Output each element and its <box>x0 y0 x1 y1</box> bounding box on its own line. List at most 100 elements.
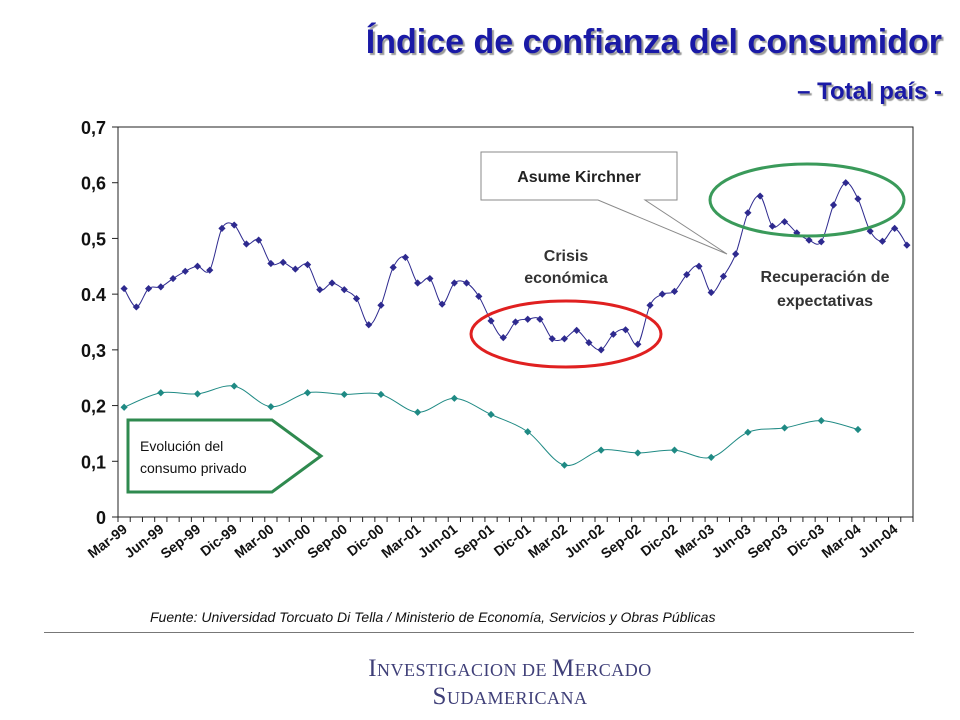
icc-series-point <box>732 250 740 258</box>
recovery-label-line2: expectativas <box>777 293 873 310</box>
icc-series-point <box>511 318 520 326</box>
consumo-series-point <box>450 394 458 402</box>
icc-series-point <box>817 238 825 246</box>
icc-series-point <box>756 192 764 200</box>
plot-area-frame <box>117 126 914 518</box>
x-tick-label: Sep-99 <box>157 521 203 562</box>
x-tick-label: Mar-03 <box>672 521 718 562</box>
consumo-label-line2: consumo privado <box>140 460 247 476</box>
x-tick-label: Dic-03 <box>784 521 827 560</box>
x-tick-label: Jun-00 <box>268 521 314 562</box>
consumo-series-point <box>560 461 569 469</box>
x-tick-label: Jun-02 <box>562 521 608 562</box>
x-tick-label: Sep-02 <box>598 521 644 562</box>
icc-series-point <box>303 261 312 269</box>
icc-series-point <box>389 263 397 271</box>
icc-series-point <box>438 300 446 308</box>
x-tick-label: Dic-99 <box>197 521 240 560</box>
icc-series-point <box>132 303 140 311</box>
consumo-series-point <box>120 403 128 411</box>
consumo-series-point <box>670 446 679 454</box>
kirchner-callout-box <box>480 151 728 255</box>
icc-series-point <box>866 227 874 235</box>
x-tick-label: Dic-02 <box>637 521 680 560</box>
crisis-label-line2: económica <box>524 270 608 287</box>
y-tick-label: 0,5 <box>81 229 106 249</box>
y-tick-label: 0.4 <box>81 285 106 305</box>
icc-series-point <box>548 335 556 343</box>
icc-series-point <box>291 265 299 273</box>
icc-series-point <box>206 266 214 274</box>
crisis-highlight-circle <box>469 299 663 369</box>
icc-series-point <box>267 259 275 268</box>
icc-series-point <box>450 279 458 287</box>
icc-series-point <box>255 236 263 244</box>
icc-series-point <box>169 274 177 283</box>
icc-series-point <box>634 340 642 348</box>
y-tick-label: 0,6 <box>81 174 106 194</box>
x-tick-label: Jun-04 <box>855 521 901 562</box>
consumo-series-point <box>707 453 715 461</box>
consumo-series-point <box>267 403 275 411</box>
icc-series-point <box>621 326 630 334</box>
icc-series-point <box>536 315 544 323</box>
icc-series-point <box>499 334 507 342</box>
consumo-series-point <box>303 389 312 397</box>
icc-series-point <box>560 335 569 343</box>
icc-series-point <box>157 283 165 291</box>
icc-series-point <box>597 346 605 354</box>
y-tick-label: 0,7 <box>81 118 106 138</box>
x-tick-label: Sep-00 <box>304 521 350 562</box>
page-title: Índice de confianza del consumidor <box>365 23 942 61</box>
icc-series-point <box>144 284 153 293</box>
consumo-series-point <box>854 425 862 434</box>
icc-series-point <box>719 272 728 280</box>
kirchner-label: Asume Kirchner <box>517 169 641 186</box>
y-tick-label: 0 <box>96 508 106 528</box>
icc-series-point <box>242 240 251 248</box>
x-tick-label: Jun-99 <box>121 521 167 562</box>
y-tick-label: 0,2 <box>81 397 106 417</box>
x-tick-label: Jun-03 <box>708 521 754 562</box>
icc-series-point <box>120 284 128 293</box>
icc-series-point <box>279 258 287 266</box>
icc-series-point <box>695 262 703 270</box>
icc-series-point <box>707 288 715 297</box>
icc-series-point <box>401 253 410 261</box>
consumo-series-point <box>487 410 495 419</box>
consumo-arrow-box <box>126 418 324 494</box>
footer-divider <box>44 632 914 633</box>
icc-series-point <box>878 237 887 245</box>
x-tick-label: Mar-02 <box>525 521 571 562</box>
icc-series-point <box>352 295 361 303</box>
crisis-label-line1: Crisis <box>544 248 589 265</box>
icc-series-point <box>462 279 471 287</box>
icc-series-point <box>573 326 581 334</box>
consumo-series-point <box>157 389 165 397</box>
icc-series-point <box>891 224 899 232</box>
recovery-label-line1: Recuperación de <box>761 269 890 286</box>
x-tick-label: Mar-99 <box>85 521 131 562</box>
icc-series-point <box>524 315 532 323</box>
icc-series-point <box>829 201 838 209</box>
icc-series-point <box>646 301 654 309</box>
consumo-series-point <box>414 408 422 416</box>
consumo-label-line1: Evolución del <box>140 438 223 454</box>
icc-series-point <box>805 236 813 244</box>
icc-series-point <box>414 279 422 287</box>
consumo-series-point <box>744 428 752 436</box>
icc-series-point <box>230 221 238 229</box>
consumo-series-point <box>230 382 238 390</box>
icc-series-point <box>377 301 385 309</box>
x-tick-label: Sep-03 <box>744 521 790 562</box>
icc-series-point <box>193 262 202 270</box>
page-subtitle: – Total país - <box>797 78 942 105</box>
icc-series-point <box>475 292 483 300</box>
footer-logo: INVESTIGACION DE MERCADO SUDAMERICANA <box>300 655 720 711</box>
icc-series-point <box>768 222 776 230</box>
icc-series-point <box>670 287 679 295</box>
y-tick-label: 0,3 <box>81 341 106 361</box>
icc-series-point <box>903 241 911 249</box>
icc-series-point <box>609 330 617 338</box>
x-tick-label: Mar-04 <box>818 521 864 562</box>
